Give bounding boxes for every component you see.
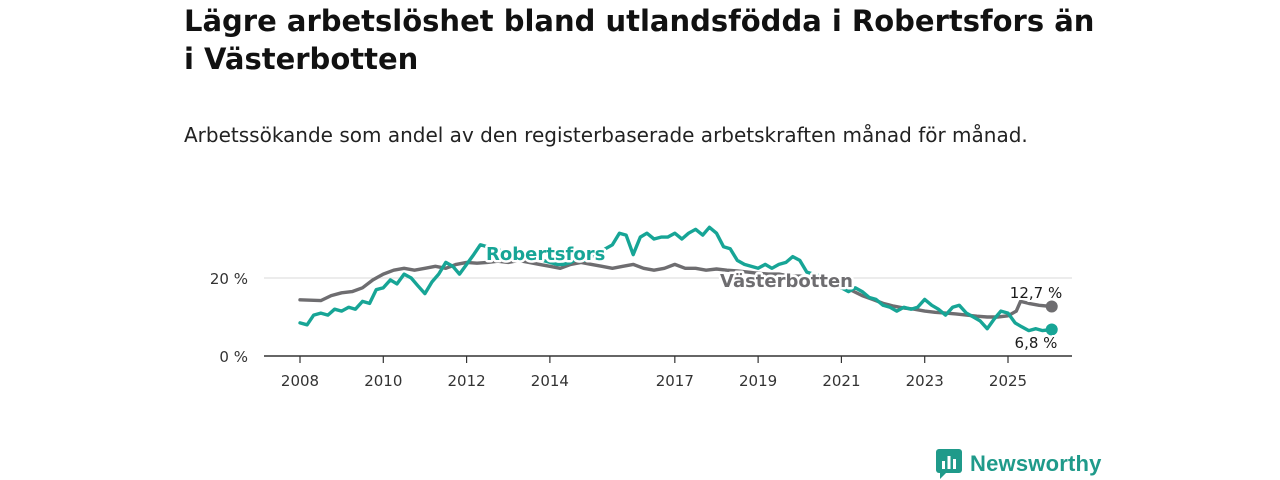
x-tick-label: 2014 [531,372,569,390]
newsworthy-logo: Newsworthy [936,448,1102,480]
y-tick-label: 20 % [210,270,248,288]
end-point-vasterbotten [1045,300,1058,313]
x-tick-label: 2019 [739,372,777,390]
x-tick-label: 2023 [906,372,944,390]
series-label-vasterbotten: Västerbotten [720,271,853,292]
brand-name: Newsworthy [970,451,1102,476]
line-chart: 0 % 20 % 2008 2010 2012 2014 2017 2019 2021 2023 2… [210,225,1072,390]
chart-subtitle: Arbetssökande som andel av den registerb… [184,123,1028,147]
series-line-vasterbotten [298,258,1054,319]
end-point-robertsfors [1045,323,1058,336]
end-value-label-vasterbotten: 12,7 % [1010,284,1062,302]
y-tick-label: 0 % [219,348,248,366]
series-line-robertsfors [298,225,1054,333]
x-tick-label: 2025 [989,372,1027,390]
x-tick-label: 2021 [822,372,860,390]
end-value-label-robertsfors: 6,8 % [1015,334,1058,352]
bar-chart-icon [936,449,962,479]
x-tick-label: 2017 [656,372,694,390]
chart-title: Lägre arbetslöshet bland utlandsfödda i … [184,4,1095,76]
x-tick-label: 2012 [447,372,485,390]
x-tick-label: 2010 [364,372,402,390]
x-tick-label: 2008 [281,372,319,390]
series-label-robertsfors: Robertsfors [486,244,605,265]
